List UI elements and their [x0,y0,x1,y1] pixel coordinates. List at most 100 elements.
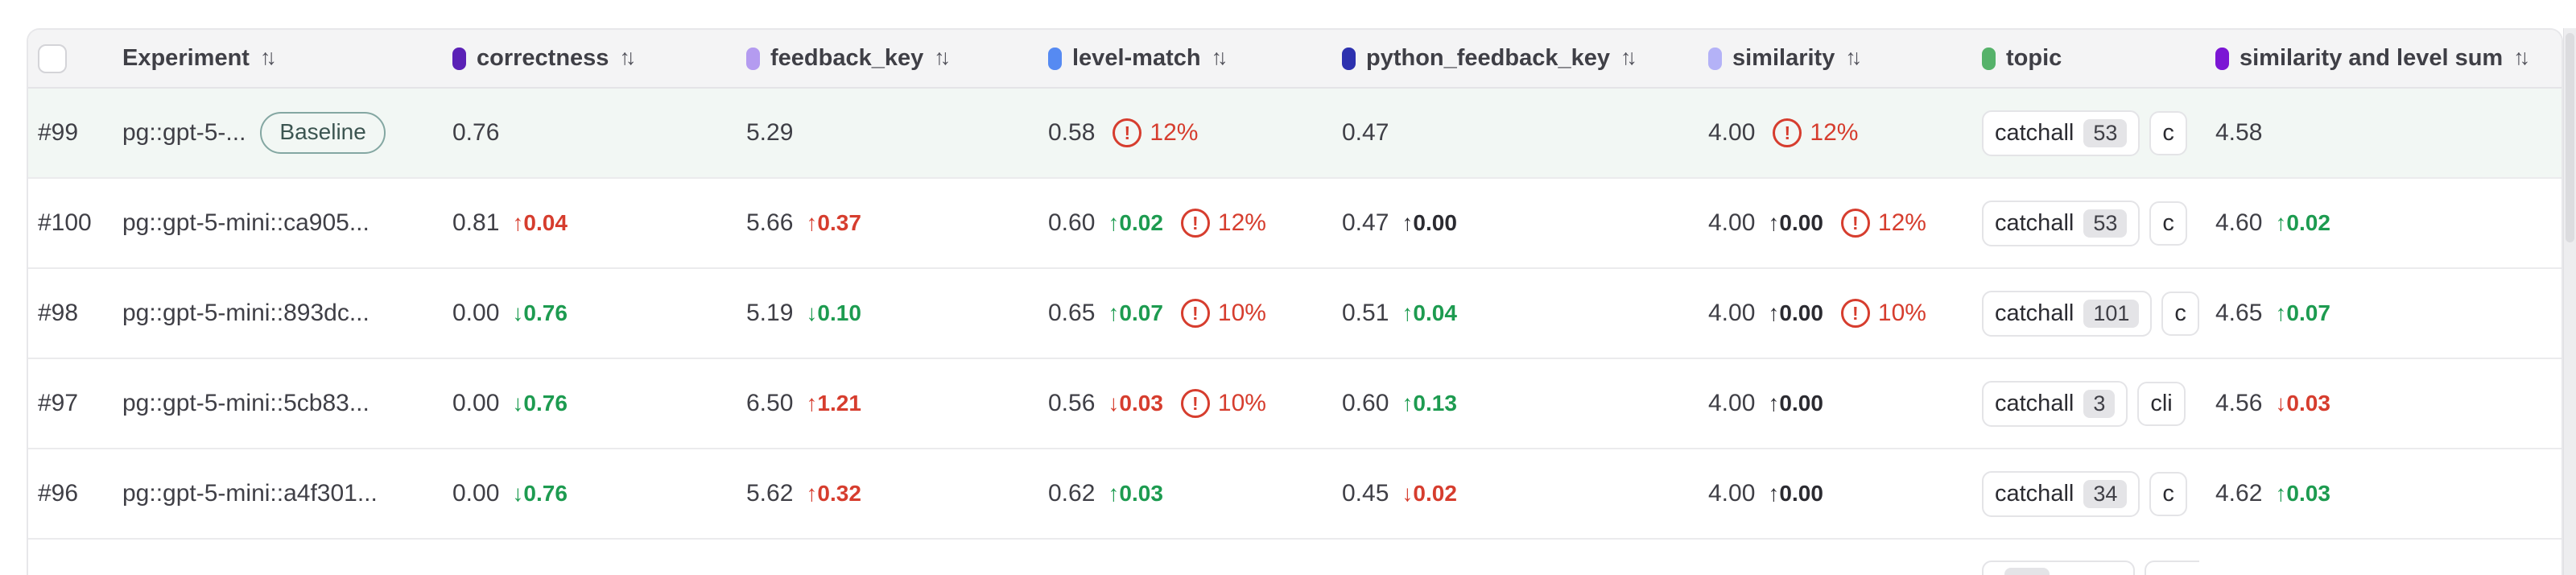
row-number[interactable]: #98 [38,300,79,326]
topic-chip[interactable] [1982,561,2135,575]
header-similarity[interactable]: similarity ↑↓ [1696,45,1970,72]
delta-value: 0.10 [817,300,861,325]
delta-value: 0.04 [1413,300,1457,325]
table-row[interactable]: #100 pg::gpt-5-mini::ca905... 0.81 ↑ 0.04 … [28,179,2562,269]
metric-delta: ↓ 0.02 [1402,481,1457,507]
sort-icon[interactable]: ↑↓ [259,45,277,69]
metric-value: 4.62 [2215,480,2263,507]
table-body: #99 pg::gpt-5-... Baseline 0.76 5.29 0.5… [28,89,2562,575]
sort-icon[interactable]: ↑↓ [934,45,951,69]
delta-value: 0.00 [1779,391,1823,416]
table-row[interactable]: #99 pg::gpt-5-... Baseline 0.76 5.29 0.5… [28,89,2562,179]
warning-circle-icon: ! [1773,118,1802,147]
header-label: topic [2006,45,2062,71]
sort-icon[interactable]: ↑↓ [1620,45,1637,69]
arrow-up-icon: ↑ [1768,300,1780,325]
row-number[interactable]: #99 [38,119,79,146]
metric-value: 0.56 [1048,390,1096,416]
sort-icon[interactable]: ↑↓ [1845,45,1862,69]
metric-delta: ↑ 0.00 [1768,481,1823,507]
header-feedback-key[interactable]: feedback_key ↑↓ [736,45,1036,72]
delta-value: 0.00 [1413,210,1457,235]
sort-icon[interactable]: ↑↓ [619,45,636,69]
delta-value: 0.13 [1413,391,1457,416]
metric-delta: ↑ 0.07 [1108,300,1163,326]
topic-chip-clipped[interactable]: cli [2137,381,2186,426]
topic-chip-clipped[interactable]: c [2149,471,2187,516]
level-match-dot-icon [1048,47,1062,70]
warning-indicator: ! 12% [1840,209,1926,238]
metric-delta: ↓ 0.10 [806,300,861,326]
warning-circle-icon: ! [1840,209,1870,238]
select-all-checkbox[interactable] [38,43,67,73]
experiment-name[interactable]: pg::gpt-5-mini::893dc... [122,300,369,326]
level-match-cell: 0.60 ↑ 0.02! 12% [1036,209,1330,238]
topic-chip-label: c [2162,119,2174,146]
similarity-and-level-sum-cell: 4.56 ↓ 0.03 [2199,390,2330,417]
table-row-partial[interactable] [28,540,2562,575]
arrow-up-icon: ↑ [1108,300,1120,325]
warning-percent: 10% [1217,390,1266,416]
row-number[interactable]: #96 [38,480,79,507]
metric-delta: ↑ 0.03 [1108,481,1163,507]
correctness-dot-icon [452,47,466,70]
topic-chip[interactable]: catchall 101 [1982,290,2153,337]
topic-chip[interactable]: catchall 34 [1982,470,2140,517]
feedback-key-cell: 5.19 ↓ 0.10 [736,300,1036,327]
metric-value: 6.50 [746,390,794,416]
table-row[interactable]: #98 pg::gpt-5-mini::893dc... 0.00 ↓ 0.76 5… [28,269,2562,359]
row-number[interactable]: #97 [38,390,79,416]
metric-value: 0.60 [1342,390,1389,416]
arrow-down-icon: ↓ [1108,391,1120,416]
metric-value: 4.60 [2215,209,2263,236]
row-number[interactable]: #100 [38,209,92,236]
topic-chip[interactable]: catchall 3 [1982,380,2128,427]
topic-chip[interactable]: catchall 53 [1982,110,2140,156]
arrow-up-icon: ↑ [2275,210,2287,235]
header-topic[interactable]: topic [1970,45,2199,72]
delta-value: 0.04 [523,210,568,235]
header-correctness[interactable]: correctness ↑↓ [440,45,736,72]
metric-delta: ↓ 0.03 [1108,391,1163,416]
table-row[interactable]: #96 pg::gpt-5-mini::a4f301... 0.00 ↓ 0.76 … [28,449,2562,540]
arrow-up-icon: ↑ [1768,481,1780,506]
level-match-cell: 0.58! 12% [1036,118,1330,147]
topic-chip-clipped[interactable] [2145,561,2199,575]
topic-chip-count: 3 [2083,389,2116,418]
experiment-name[interactable]: pg::gpt-5-mini::5cb83... [122,390,369,416]
sort-icon[interactable]: ↑↓ [1211,45,1228,69]
metric-delta: ↑ 0.04 [1402,300,1457,326]
correctness-cell: 0.00 ↓ 0.76 [440,480,736,507]
header-label: similarity and level sum [2240,45,2504,71]
warning-indicator: ! 12% [1113,118,1198,147]
arrow-up-icon: ↑ [1108,481,1120,506]
header-similarity-and-level-sum[interactable]: similarity and level sum ↑↓ [2199,45,2562,72]
topic-chip-clipped[interactable]: c [2149,201,2187,246]
header-level-match[interactable]: level-match ↑↓ [1036,45,1330,72]
metric-value: 0.60 [1048,209,1096,236]
scrollbar-thumb[interactable] [2566,33,2574,242]
topic-chip[interactable]: catchall 53 [1982,200,2140,246]
header-python-feedback-key[interactable]: python_feedback_key ↑↓ [1330,45,1696,72]
topic-chip-clipped[interactable]: c [2149,110,2187,155]
experiment-name[interactable]: pg::gpt-5-mini::ca905... [122,209,369,236]
experiment-name[interactable]: pg::gpt-5-... [122,119,246,146]
correctness-cell: 0.00 ↓ 0.76 [440,300,736,327]
delta-value: 0.02 [1119,210,1163,235]
header-experiment[interactable]: Experiment ↑↓ [114,45,440,72]
experiment-name[interactable]: pg::gpt-5-mini::a4f301... [122,480,378,507]
topic-chip-count: 53 [2083,118,2128,147]
table-row[interactable]: #97 pg::gpt-5-mini::5cb83... 0.00 ↓ 0.76 6… [28,359,2562,449]
feedback-key-cell: 6.50 ↑ 1.21 [736,390,1036,417]
metric-delta: ↑ 0.04 [512,210,568,236]
header-label: level-match [1072,45,1201,71]
topic-chip-clipped[interactable]: c [2161,291,2199,336]
metric-delta: ↓ 0.03 [2275,391,2330,416]
warning-circle-icon: ! [1180,299,1210,328]
arrow-up-icon: ↑ [1402,210,1414,235]
sort-icon[interactable]: ↑↓ [2513,45,2530,69]
delta-value: 1.21 [817,391,861,416]
vertical-scrollbar[interactable] [2563,28,2576,575]
delta-value: 0.03 [2286,481,2330,506]
delta-value: 0.76 [523,300,568,325]
